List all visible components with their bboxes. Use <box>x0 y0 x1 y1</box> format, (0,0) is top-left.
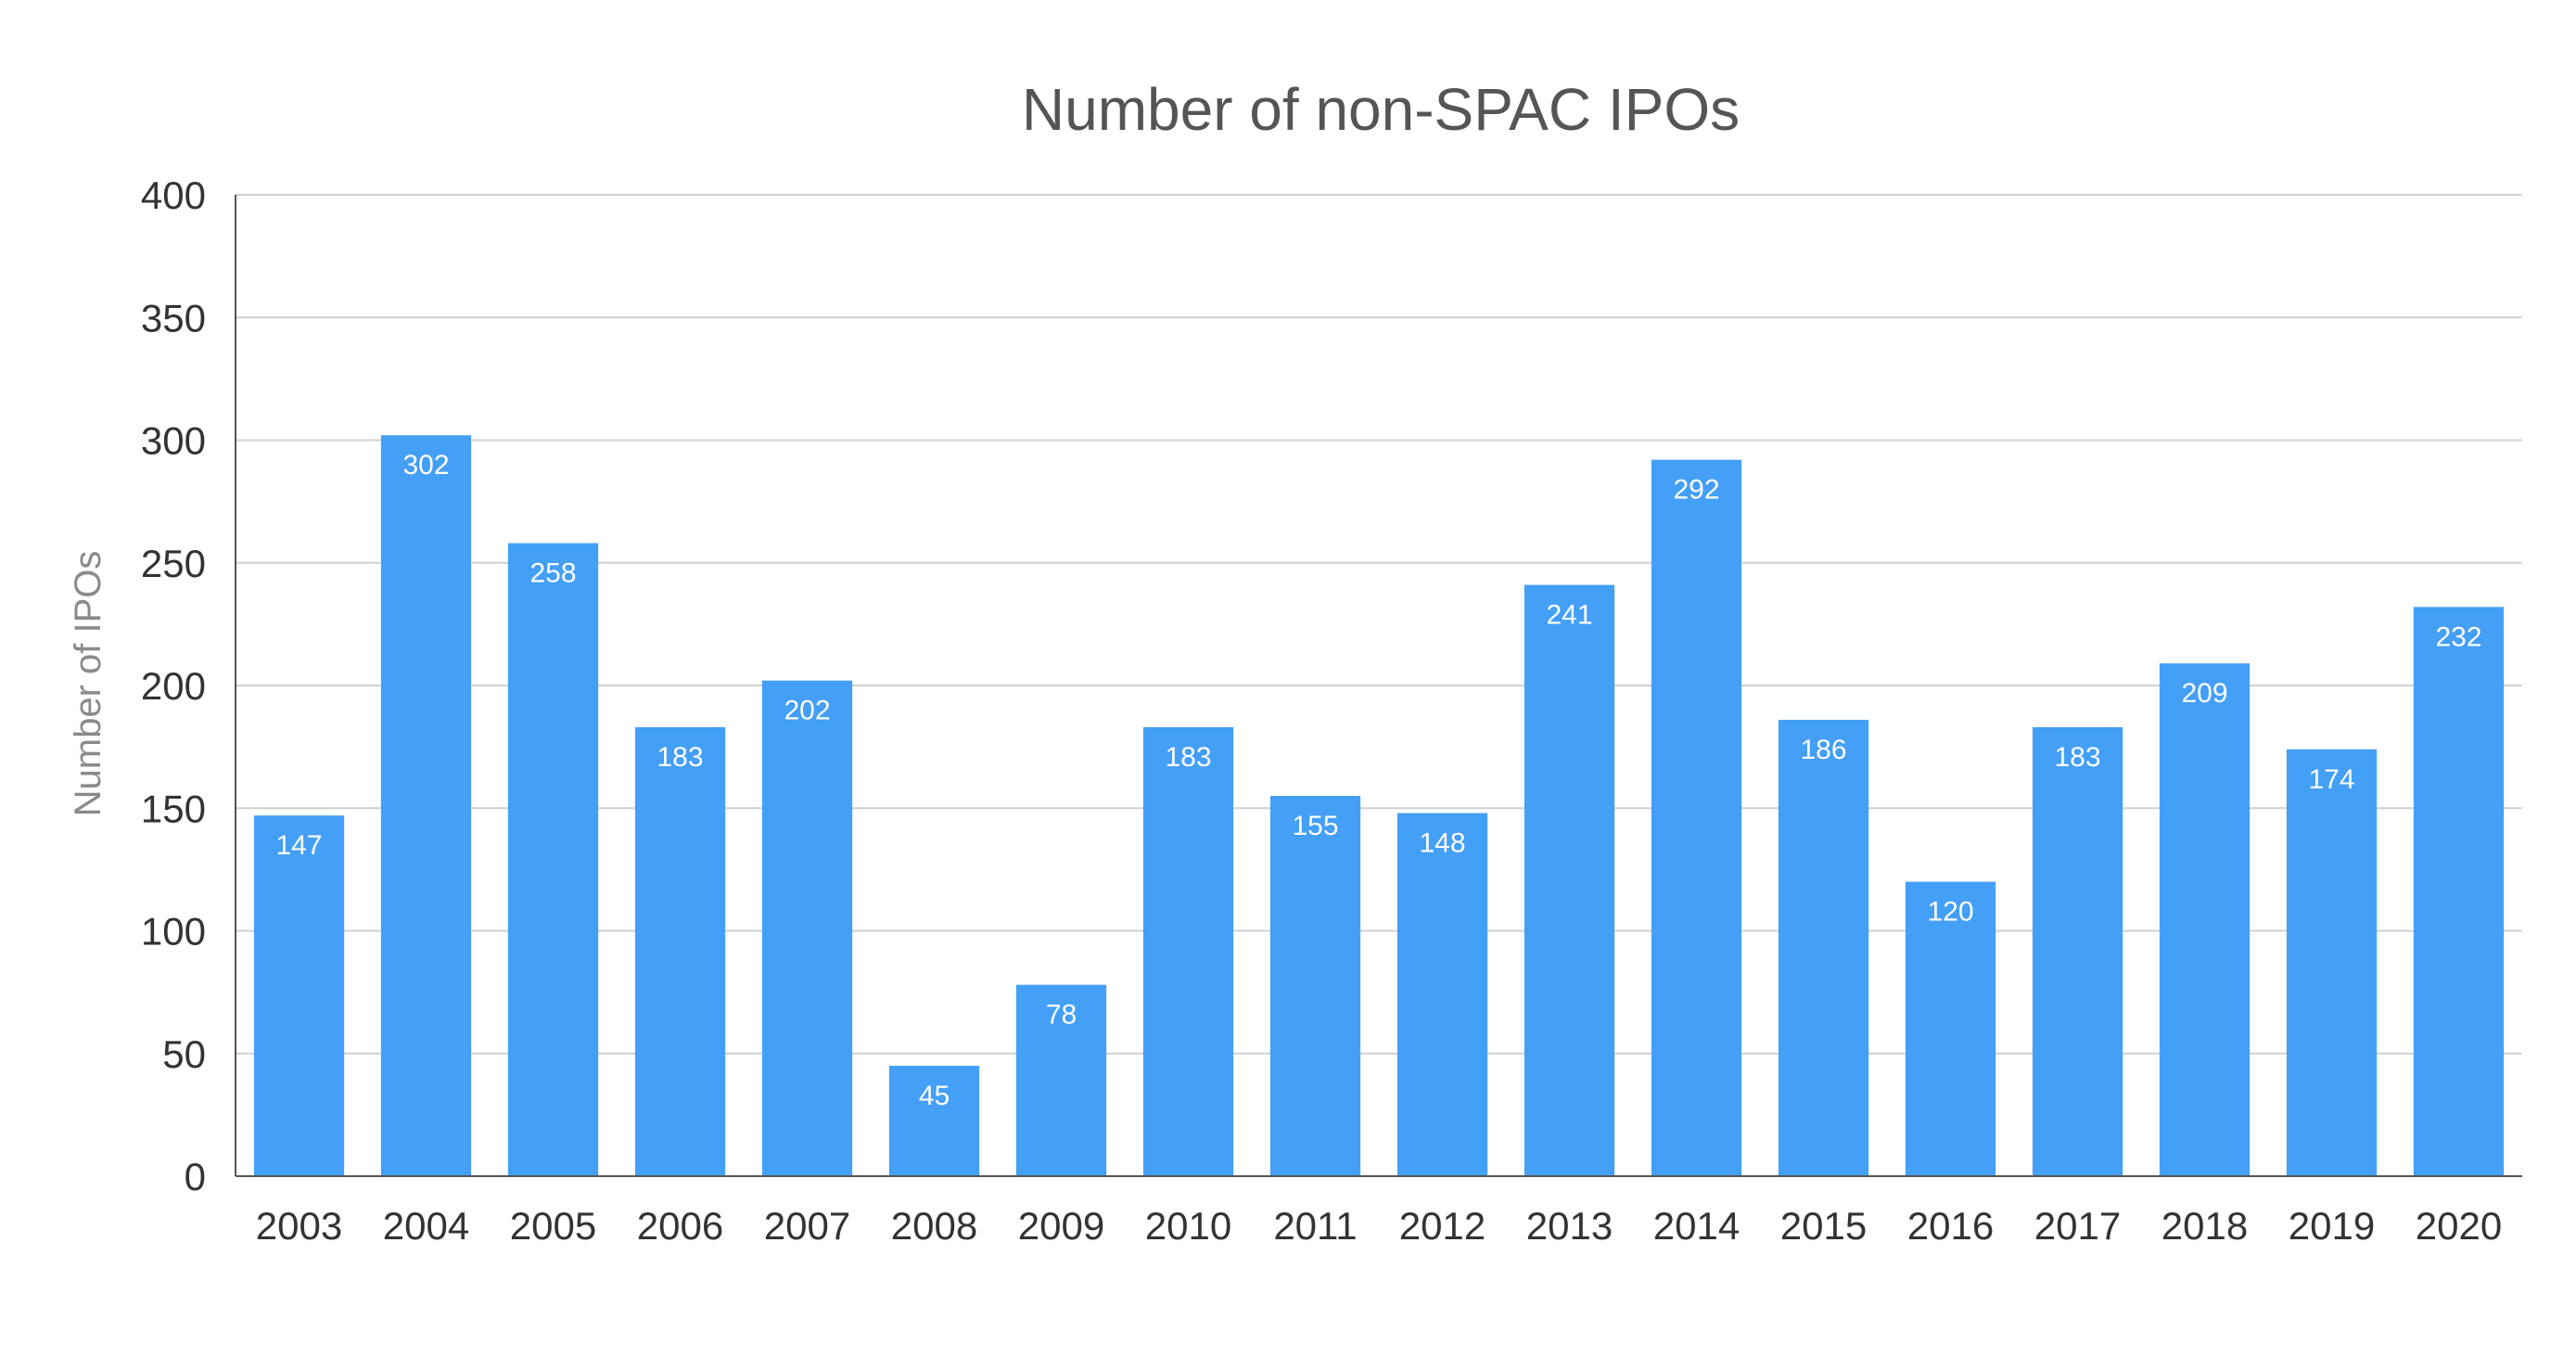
x-tick-label: 2014 <box>1653 1204 1740 1248</box>
data-label-2005: 258 <box>529 558 576 589</box>
x-tick-label: 2018 <box>2162 1204 2248 1248</box>
bar-2003 <box>253 815 345 1176</box>
bar-2004 <box>380 435 472 1177</box>
x-tick-label: 2011 <box>1273 1204 1357 1248</box>
bar-2012 <box>1396 813 1488 1176</box>
x-tick-label: 2005 <box>510 1204 596 1248</box>
y-axis-label: Number of IPOs <box>68 551 108 817</box>
data-label-2012: 148 <box>1419 828 1465 859</box>
bars <box>253 435 2505 1177</box>
bar-2005 <box>507 543 599 1176</box>
x-tick-label: 2020 <box>2416 1204 2502 1248</box>
bar-2007 <box>761 680 853 1176</box>
data-label-2009: 78 <box>1046 1000 1077 1031</box>
data-labels: 147 302 258 183 202 45 78 183 155 148 241 292 186 120… <box>275 450 2481 1111</box>
data-label-2003: 147 <box>275 830 322 861</box>
bar-2016 <box>1905 881 1996 1176</box>
y-tick-label: 250 <box>141 542 206 585</box>
x-tick-label: 2010 <box>1145 1204 1231 1248</box>
data-label-2004: 302 <box>402 450 449 480</box>
data-label-2013: 241 <box>1546 600 1592 631</box>
bar-2009 <box>1015 984 1107 1176</box>
data-label-2014: 292 <box>1673 475 1719 506</box>
bar-2014 <box>1651 459 1742 1176</box>
data-label-2006: 183 <box>657 742 703 773</box>
bar-2015 <box>1778 720 1869 1176</box>
data-label-2020: 232 <box>2435 621 2481 652</box>
data-label-2017: 183 <box>2054 742 2100 773</box>
y-tick-label: 0 <box>185 1155 206 1198</box>
bar-2019 <box>2286 749 2378 1176</box>
x-tick-label: 2016 <box>1907 1204 1994 1248</box>
data-label-2011: 155 <box>1292 811 1338 841</box>
y-tick-label: 300 <box>141 419 206 463</box>
x-tick-label: 2006 <box>637 1204 723 1248</box>
bar-2008 <box>888 1065 980 1176</box>
bar-2013 <box>1524 584 1615 1176</box>
y-axis-ticks: 0 50 100 150 200 250 300 350 400 <box>141 173 206 1198</box>
bar-2006 <box>634 726 726 1176</box>
y-tick-label: 100 <box>141 910 206 954</box>
data-label-2018: 209 <box>2181 678 2227 709</box>
x-tick-label: 2003 <box>256 1204 342 1248</box>
x-tick-label: 2012 <box>1399 1204 1486 1248</box>
bar-2020 <box>2413 607 2505 1176</box>
y-tick-label: 350 <box>141 296 206 339</box>
x-tick-label: 2008 <box>891 1204 977 1248</box>
y-tick-label: 400 <box>141 173 206 217</box>
bar-2010 <box>1142 726 1234 1176</box>
x-tick-label: 2015 <box>1780 1204 1867 1248</box>
x-tick-label: 2019 <box>2289 1204 2375 1248</box>
gridlines <box>236 194 2522 1055</box>
data-label-2007: 202 <box>784 696 830 726</box>
bar-2011 <box>1269 796 1361 1176</box>
data-label-2019: 174 <box>2308 764 2354 795</box>
data-label-2010: 183 <box>1165 742 1211 773</box>
data-label-2016: 120 <box>1927 897 1973 928</box>
y-tick-label: 150 <box>141 787 206 830</box>
x-tick-label: 2013 <box>1526 1204 1613 1248</box>
x-tick-label: 2009 <box>1018 1204 1104 1248</box>
x-tick-label: 2007 <box>764 1204 850 1248</box>
data-label-2015: 186 <box>1800 735 1846 765</box>
y-tick-label: 200 <box>141 664 206 708</box>
data-label-2008: 45 <box>919 1081 950 1111</box>
x-axis-ticks: 2003 2004 2005 2006 2007 2008 2009 2010 2011 2012… <box>256 1204 2502 1248</box>
y-tick-label: 50 <box>162 1032 206 1076</box>
bar-2017 <box>2032 726 2123 1176</box>
chart-title: Number of non-SPAC IPOs <box>1022 76 1740 143</box>
x-tick-label: 2017 <box>2034 1204 2121 1248</box>
x-tick-label: 2004 <box>383 1204 469 1248</box>
bar-2018 <box>2159 663 2251 1176</box>
